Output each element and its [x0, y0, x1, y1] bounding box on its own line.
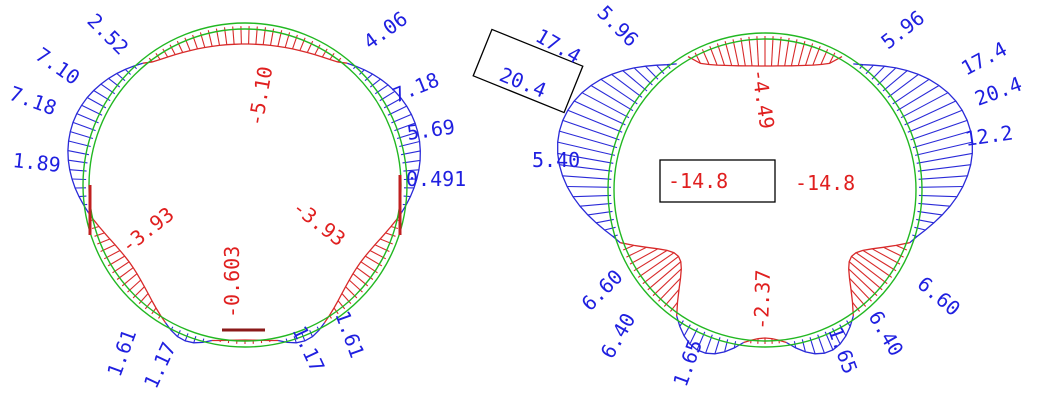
hatch-line	[872, 249, 900, 264]
right-label-17-4-right: 17.4	[957, 37, 1011, 81]
hatch-line	[139, 294, 148, 304]
right-label-20-4-right: 20.4	[972, 72, 1025, 111]
hatch-line	[573, 195, 611, 196]
right-label-1-65-right: 1.65	[823, 324, 862, 377]
hatch-line	[911, 120, 968, 139]
hatch-line	[918, 211, 943, 215]
right-label-6-60-left: 6.60	[577, 265, 628, 316]
hatch-line	[591, 86, 633, 111]
left-ring-outer	[83, 23, 407, 347]
hatch-line	[888, 74, 918, 97]
hatch-line	[914, 227, 925, 230]
right-label-neg-14-8: -14.8	[795, 171, 855, 195]
left-label-neg-3-93-right: -3.93	[288, 195, 350, 251]
hatch-line	[630, 249, 658, 264]
right-label-5-96-right: 5.96	[876, 5, 929, 54]
hatch-line	[757, 36, 759, 66]
distribution-outline-segment	[166, 323, 212, 343]
hatch-line	[913, 131, 971, 148]
hatch-line	[568, 110, 622, 132]
hatch-line	[772, 36, 774, 66]
left-label-0-491: 0.491	[406, 167, 466, 191]
right-label-neg-4-49: -4.49	[747, 67, 779, 130]
right-label-6-60-right: 6.60	[913, 271, 965, 320]
left-label-1-61-right: 1.61	[330, 308, 369, 361]
hatch-line	[905, 101, 956, 125]
right-label-5-96-left: 5.96	[592, 1, 643, 52]
hatch-line	[791, 39, 797, 65]
left-ring-inner	[89, 29, 401, 341]
hatch-line	[733, 39, 739, 65]
right-label-neg-14-8-boxed: -14.8	[668, 169, 728, 193]
hatch-line	[612, 74, 642, 97]
hatch-line	[741, 38, 745, 66]
left-label-1-61-left: 1.61	[102, 326, 141, 379]
left-label-1-17-right: 1.17	[287, 322, 329, 376]
hatch-line	[893, 79, 929, 104]
hatch-line	[919, 176, 968, 180]
hatch-line	[897, 86, 939, 111]
hatch-line	[901, 93, 948, 118]
hatch-line	[850, 278, 872, 301]
hatch-line	[918, 203, 950, 206]
left-label-neg-0-603: -0.603	[220, 246, 244, 318]
hatch-line	[563, 120, 620, 139]
left-label-1-17-left: 1.17	[139, 338, 181, 392]
hatch-line	[563, 176, 612, 180]
right-label-6-40-left: 6.40	[596, 309, 641, 363]
right-label-6-40-right: 6.40	[864, 307, 909, 361]
hatch-line	[72, 179, 86, 180]
hatch-line	[778, 37, 781, 66]
hatch-line	[580, 203, 612, 206]
hatch-line	[342, 294, 351, 304]
hatch-line	[559, 131, 617, 148]
left-ring-diagram: 2.52 4.06 7.10 7.18 -5.10 7.18 5.69 1.89…	[6, 6, 466, 392]
right-label-5-40: 5.40	[532, 148, 580, 172]
hatch-line	[574, 101, 625, 125]
distribution-outline-segment	[68, 63, 143, 212]
hatch-line	[883, 71, 907, 91]
right-label-12-2: 12.2	[963, 120, 1014, 150]
right-label-1-65-left: 1.65	[668, 336, 707, 389]
hatch-line	[917, 153, 973, 163]
hatch-line	[659, 278, 681, 301]
hatch-line	[918, 165, 971, 172]
hatch-line	[919, 187, 963, 188]
hatch-line	[785, 38, 789, 66]
hatch-line	[109, 78, 120, 87]
left-label-4-06: 4.06	[359, 6, 412, 54]
left-label-neg-5-10: -5.10	[243, 64, 277, 127]
left-distribution-hatching	[68, 26, 420, 344]
left-label-7-10: 7.10	[31, 42, 84, 89]
hatch-line	[588, 211, 613, 215]
left-label-7-18-left: 7.18	[6, 81, 59, 120]
right-ring-diagram: 17.4 5.96 5.96 17.4 20.4 20.4 -4.49 12.2…	[473, 1, 1025, 390]
hatch-line	[749, 37, 752, 66]
hatch-line	[919, 195, 957, 196]
hatch-line	[605, 227, 616, 230]
left-label-2-52: 2.52	[82, 9, 133, 60]
hatch-line	[798, 41, 805, 65]
right-label-neg-2-37: -2.37	[749, 269, 775, 330]
left-label-1-89: 1.89	[11, 148, 61, 177]
hatch-line	[601, 79, 637, 104]
hatch-line	[908, 110, 962, 132]
hatch-line	[567, 187, 611, 188]
hatch-line	[725, 41, 732, 65]
left-label-neg-3-93-left: -3.93	[116, 202, 178, 258]
hatch-line	[582, 93, 629, 118]
hatch-line	[623, 71, 647, 91]
left-label-7-18-right: 7.18	[389, 67, 443, 107]
